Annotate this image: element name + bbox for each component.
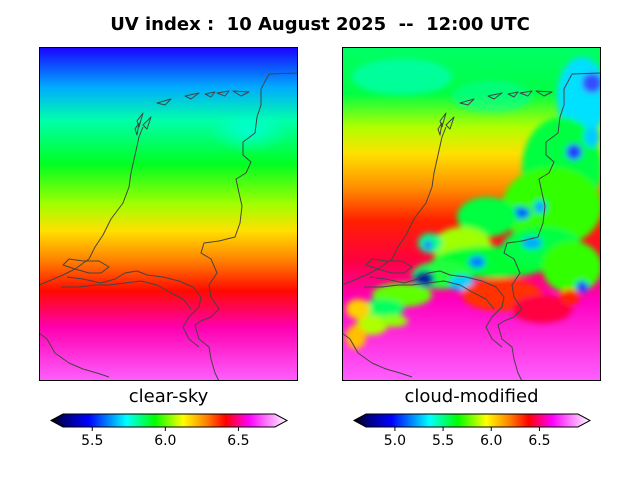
panel-label-clear-sky: clear-sky — [128, 386, 209, 407]
colorbar-tick-label: 6.5 — [528, 433, 551, 449]
uv-field — [39, 47, 298, 381]
cloud-modified-uv-map — [342, 47, 601, 381]
colorbar-tick-label: 6.5 — [227, 433, 250, 449]
uv-field-shading — [209, 110, 289, 154]
coastline-outline — [39, 72, 298, 381]
colorbar-cloud-modified: 5.0 5.5 6.0 6.5 — [352, 413, 592, 449]
colorbar-tick-label: 5.5 — [431, 433, 455, 449]
colorbar-tick-label: 5.0 — [383, 433, 407, 449]
map-panel-cloud-modified — [342, 47, 601, 381]
figure-title: UV index : 10 August 2025 -- 12:00 UTC — [110, 14, 530, 35]
map-panel-clear-sky — [39, 47, 298, 381]
coastline-outline — [342, 72, 601, 381]
colorbar-tick-label: 6.0 — [154, 433, 177, 449]
colorbar-clear-sky: 5.5 6.0 6.5 — [49, 413, 289, 449]
colorbar-gradient — [49, 413, 289, 431]
clear-sky-uv-map — [39, 47, 298, 381]
colorbar-tick-label: 6.0 — [480, 433, 503, 449]
colorbar-gradient — [352, 413, 592, 431]
colorbar-tick-label: 5.5 — [81, 433, 104, 449]
panel-label-cloud-modified: cloud-modified — [404, 386, 539, 407]
